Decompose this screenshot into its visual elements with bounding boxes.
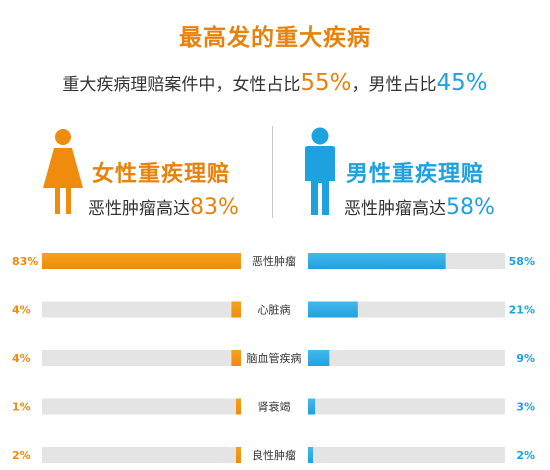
female-sub-prefix: 恶性肿瘤高达 [88,199,190,219]
female-share: 55% [300,70,352,96]
female-figure-icon [43,129,83,214]
category-label-2: 脑血管疾病 [247,351,302,365]
male-bar-4 [308,447,313,463]
male-value-label-4: 2% [516,449,535,462]
page-subtitle: 重大疾病理赔案件中，女性占比55%，男性占比45% [0,70,550,96]
female-track-2 [42,350,241,366]
female-value-label-2: 4% [12,352,31,365]
male-value-label-0: 58% [509,255,535,268]
page-title: 最高发的重大疾病 [179,25,371,51]
female-bar-1 [231,301,241,318]
category-label-3: 肾衰竭 [258,400,291,414]
male-sub-value: 58% [446,195,495,220]
female-heading: 女性重疾理赔 [92,162,231,187]
male-track-4 [308,447,505,463]
female-value-label-0: 83% [12,255,38,268]
female-bar-4 [236,447,241,463]
female-track-1 [42,301,241,318]
male-subheading: 恶性肿瘤高达58% [344,194,495,220]
male-share: 45% [436,70,488,96]
category-label-4: 良性肿瘤 [252,448,296,462]
male-value-label-3: 3% [516,401,535,414]
female-track-4 [42,447,241,463]
male-value-label-2: 9% [516,352,535,365]
female-value-label-1: 4% [12,304,31,317]
male-track-3 [308,398,505,415]
subtitle-prefix: 重大疾病理赔案件中，女性占比 [62,75,301,95]
male-bar-3 [308,398,316,415]
male-bar-2 [308,350,330,366]
category-label-1: 心脏病 [258,303,291,317]
male-heading: 男性重疾理赔 [346,162,485,187]
female-sub-value: 83% [190,195,239,220]
male-figure-icon [305,127,335,215]
column-divider [272,126,273,218]
male-value-label-1: 21% [509,304,535,317]
female-subheading: 恶性肿瘤高达83% [88,194,239,220]
female-value-label-3: 1% [12,401,31,414]
female-track-3 [42,398,241,415]
male-bar-0 [308,253,446,269]
male-sub-prefix: 恶性肿瘤高达 [344,199,446,219]
category-label-0: 恶性肿瘤 [252,254,296,268]
female-bar-3 [236,398,241,415]
female-bar-0 [42,253,241,269]
female-value-label-4: 2% [12,449,31,462]
subtitle-mid: ，男性占比 [351,75,437,95]
male-bar-1 [308,301,358,318]
female-bar-2 [231,350,241,366]
male-track-2 [308,350,505,366]
